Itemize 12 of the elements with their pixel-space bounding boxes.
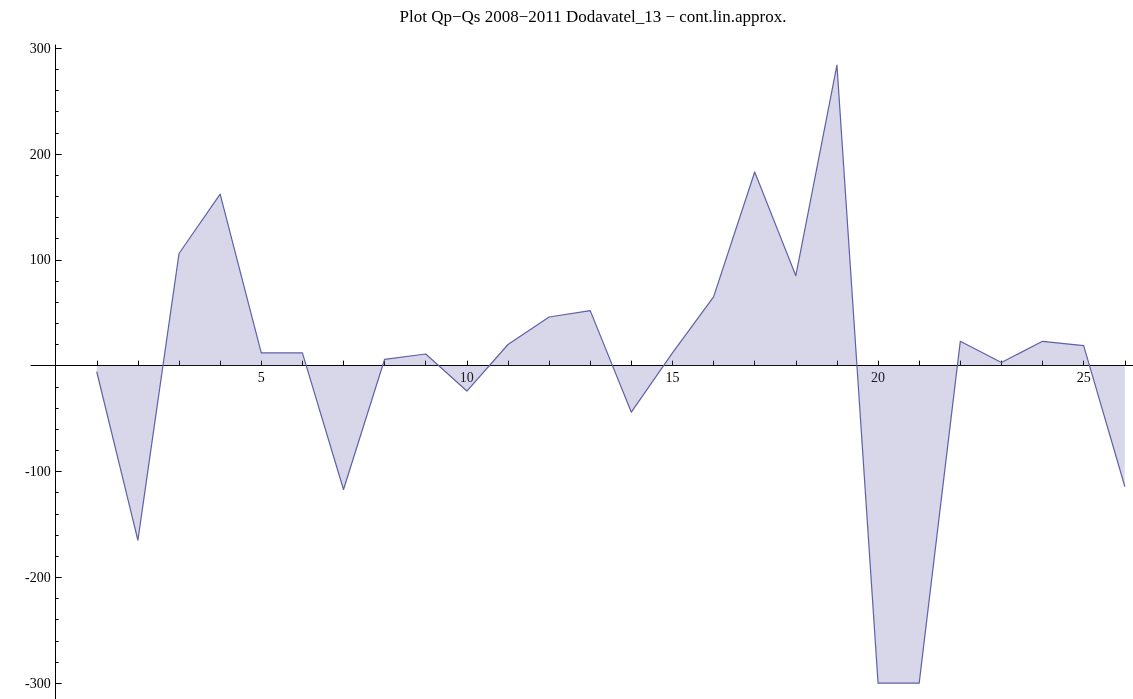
y-tick-label: 200	[29, 146, 51, 162]
y-tick-label: 300	[29, 40, 51, 56]
y-tick-label: 100	[29, 252, 51, 268]
y-tick-label: -100	[25, 463, 51, 479]
y-tick-label: -300	[25, 675, 51, 691]
x-tick-label: 10	[459, 370, 474, 386]
x-tick-label: 25	[1076, 370, 1091, 386]
chart-title: Plot Qp−Qs 2008−2011 Dodavatel_13 − cont.lin.approx.	[399, 7, 787, 26]
x-tick-label: 15	[665, 370, 680, 386]
x-tick-label: 5	[257, 370, 265, 386]
x-tick-label: 20	[871, 370, 886, 386]
y-tick-label: -200	[25, 569, 51, 585]
